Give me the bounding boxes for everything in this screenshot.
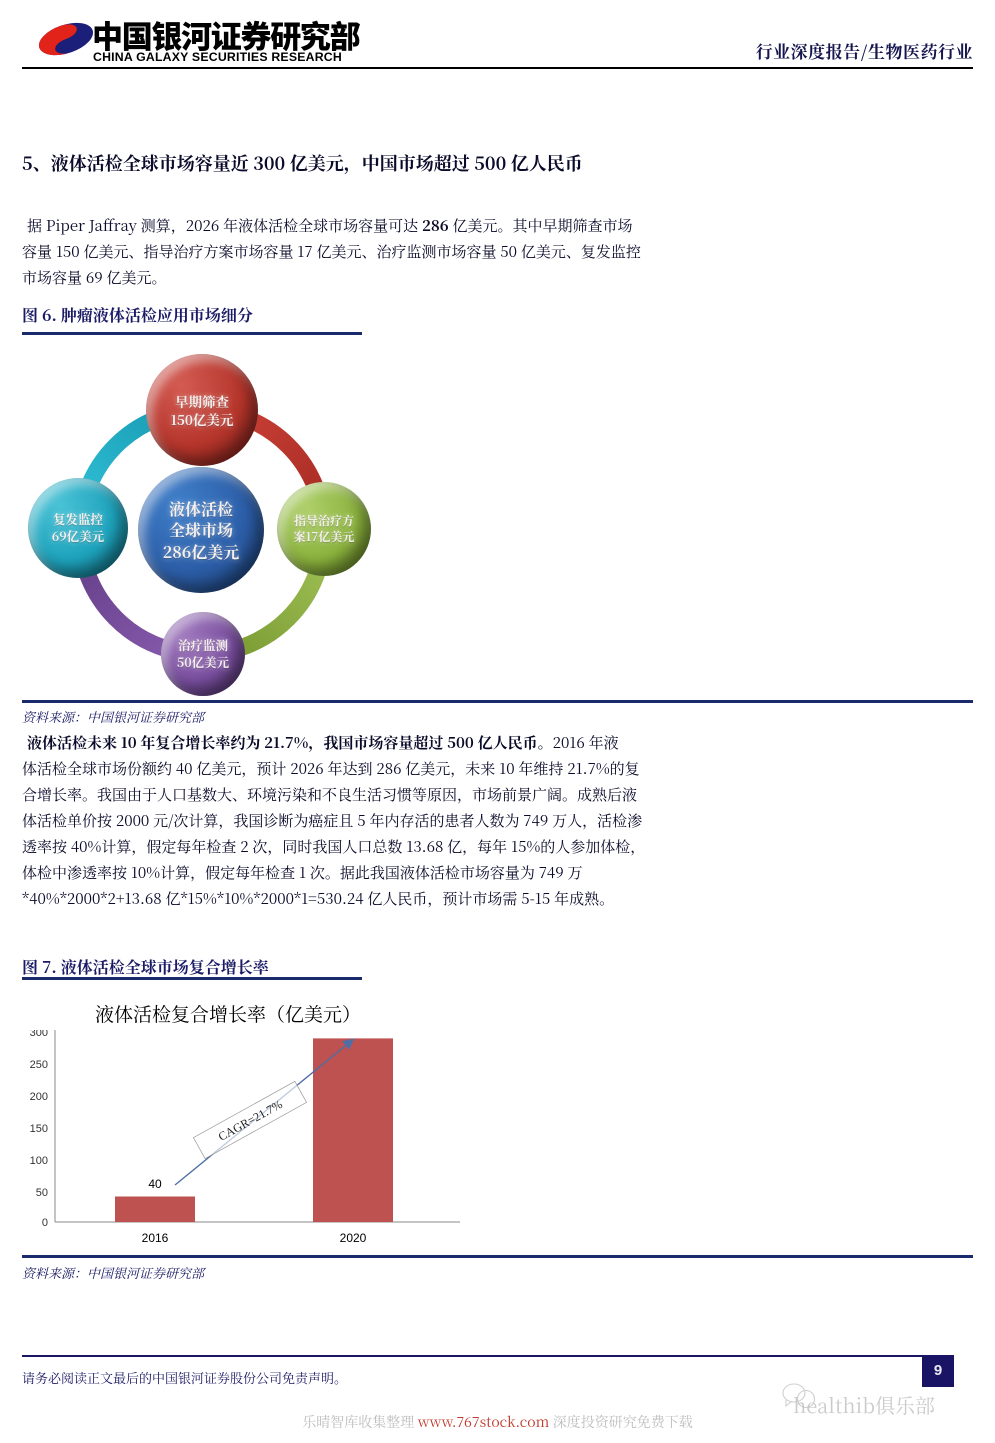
svg-text:286: 286	[343, 1030, 363, 1033]
svg-text:200: 200	[30, 1091, 48, 1103]
svg-text:0: 0	[42, 1217, 48, 1229]
svg-text:100: 100	[30, 1155, 48, 1167]
svg-text:50: 50	[36, 1187, 48, 1199]
svg-text:2020: 2020	[340, 1231, 367, 1245]
svg-text:300: 300	[30, 1030, 48, 1039]
svg-text:150: 150	[30, 1123, 48, 1135]
svg-text:CHINA GALAXY SECURITIES RESEAR: CHINA GALAXY SECURITIES RESEARCH	[93, 50, 342, 64]
svg-text:40: 40	[148, 1177, 162, 1191]
svg-text:2016: 2016	[142, 1231, 169, 1245]
svg-text:250: 250	[30, 1059, 48, 1071]
